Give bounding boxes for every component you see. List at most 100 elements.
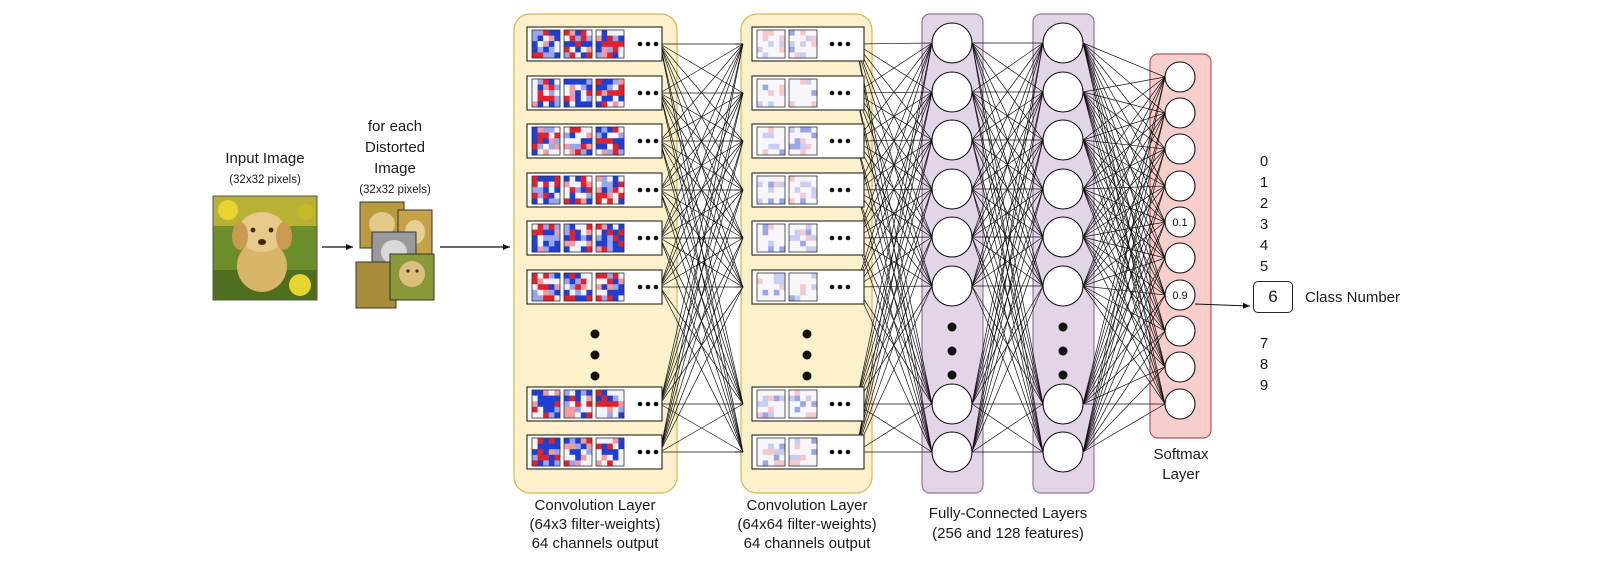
filter-cell: [601, 235, 608, 242]
filter-border: [595, 29, 625, 59]
filter-cell: [580, 240, 587, 247]
filter-cell: [548, 278, 555, 285]
edge: [855, 285, 933, 453]
edge: [971, 42, 1044, 453]
edge: [1082, 188, 1166, 223]
filter-cell: [569, 101, 576, 108]
edge: [1082, 76, 1166, 453]
filter-cell: [805, 52, 812, 59]
filter-cell: [569, 176, 576, 182]
filter-cell: [569, 46, 576, 53]
filter-cell: [607, 143, 614, 150]
edge: [659, 189, 744, 453]
filter-cell: [543, 149, 550, 156]
filter-cell: [773, 192, 780, 199]
nodes: 0.1 0.9: [526, 22, 1196, 473]
filter-cell: [779, 449, 786, 456]
filter-cell: [569, 224, 576, 230]
filter-cell: [580, 181, 587, 188]
edge: [855, 42, 933, 453]
edge: [659, 92, 744, 453]
filter-cell: [811, 406, 818, 413]
filter-cell: [601, 187, 608, 194]
filter-cell: [575, 460, 582, 467]
filter-cell: [537, 449, 544, 456]
filter-cell: [569, 390, 576, 396]
filter-cell: [601, 132, 608, 139]
edge: [659, 237, 744, 288]
filter-cell: [569, 295, 576, 302]
filter-cell: [564, 95, 570, 102]
edge: [1082, 221, 1166, 238]
filter-cell: [580, 401, 587, 408]
filter-cell: [618, 449, 625, 456]
filter-cell: [789, 295, 795, 302]
filter-cell: [794, 95, 801, 102]
filter-cell: [537, 95, 544, 102]
filter-cell: [564, 401, 570, 408]
filter-cell: [607, 84, 614, 91]
filter-cell: [768, 412, 775, 419]
filter-cell: [607, 235, 614, 242]
filter-cell: [762, 127, 769, 133]
filter-cell: [586, 401, 593, 408]
filter-cell: [757, 79, 763, 85]
filter-cell: [794, 132, 801, 139]
filter-cell: [794, 138, 801, 145]
filter-cell: [532, 289, 538, 296]
filter-cell: [789, 192, 795, 199]
filter-cell: [580, 52, 587, 59]
filter-cell: [773, 224, 780, 230]
ellipsis-dot: [637, 90, 643, 96]
edge: [971, 285, 1044, 453]
filter-cell: [532, 35, 538, 42]
filter-cell: [762, 454, 769, 461]
filter-cell: [607, 181, 614, 188]
filter-cell: [586, 79, 593, 85]
filter-cell: [773, 438, 780, 444]
filter-cell: [762, 84, 769, 91]
filter-cell: [554, 278, 561, 285]
filter-cell: [768, 187, 775, 194]
conv2-filter-thumb: [756, 78, 786, 108]
filter-cell: [554, 235, 561, 242]
ellipsis-dot: [837, 235, 843, 241]
softmax-neuron: [1164, 351, 1196, 383]
filter-cell: [773, 406, 780, 413]
edge: [1082, 76, 1166, 405]
filter-border: [563, 437, 593, 467]
filter-cell: [773, 52, 780, 59]
filter-cell: [580, 438, 587, 444]
filter-cell: [569, 84, 576, 91]
filter-cell: [805, 240, 812, 247]
filter-cell: [586, 443, 593, 450]
filter-cell: [537, 406, 544, 413]
filter-cell: [564, 138, 570, 145]
filter-cell: [601, 443, 608, 450]
filter-cell: [596, 412, 602, 419]
filter-cell: [800, 295, 807, 302]
edge: [659, 43, 744, 453]
filter-cell: [618, 101, 625, 108]
edge: [971, 42, 1044, 141]
filter-cell: [757, 181, 763, 188]
filter-cell: [564, 149, 570, 156]
filter-border: [595, 223, 625, 253]
filter-cell: [586, 240, 593, 247]
edge: [1082, 188, 1166, 368]
filter-cell: [789, 143, 795, 150]
filter-cell: [601, 198, 608, 205]
filter-cell: [607, 101, 614, 108]
filter-cell: [575, 187, 582, 194]
conv2-filter-thumb: [756, 223, 786, 253]
filter-cell: [580, 273, 587, 279]
filter-cell: [564, 443, 570, 450]
filter-cell: [537, 235, 544, 242]
ellipsis-dot: [653, 235, 659, 241]
filter-cell: [586, 90, 593, 97]
filter-cell: [800, 401, 807, 408]
class-2: 2: [1259, 195, 1269, 212]
filter-cell: [800, 229, 807, 236]
filter-cell: [601, 273, 608, 279]
filter-cell: [618, 295, 625, 302]
